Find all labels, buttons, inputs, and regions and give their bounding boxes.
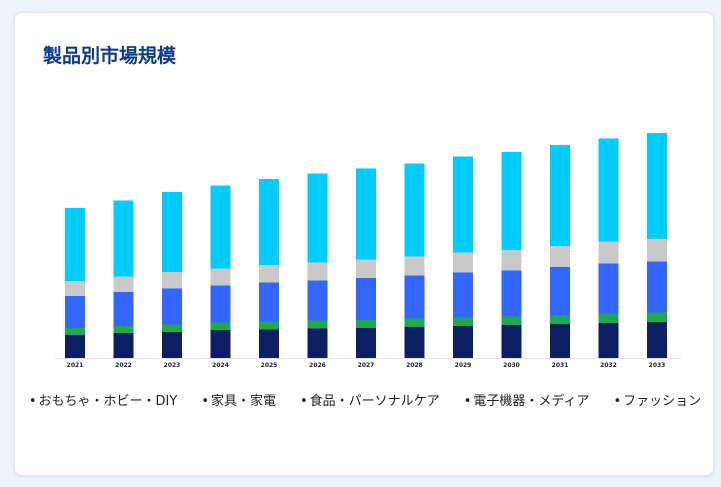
- bar-segment-2022-s2: [113, 292, 134, 326]
- x-tick-label: 2028: [406, 362, 423, 369]
- bar-segment-2029-s3: [453, 252, 473, 273]
- bar-segment-2032-s1: [598, 313, 619, 323]
- x-tick-label: 2032: [600, 362, 617, 369]
- chart-card: 製品別市場規模 2021 2022 2023 2024 2025 2026 2027 2028…: [14, 12, 714, 476]
- x-tick-label: 2026: [309, 362, 326, 369]
- bar-segment-2026-s1: [307, 320, 328, 329]
- bar-segment-2030-s1: [501, 316, 522, 325]
- chart-legend: • おもちゃ・ホビー・DIY • 家具・家電 • 食品・パーソナルケア • 電子機器・メディア…: [15, 393, 715, 423]
- x-tick-labels: 2021 2022 2023 2024 2025 2026 2027 2028 2029 2030…: [67, 362, 666, 369]
- stacked-bar-chart: 2021 2022 2023 2024 2025 2026 2027 2028 2029 2030…: [55, 133, 681, 369]
- bar-segment-2023-s1: [162, 324, 182, 332]
- bar-segment-2030-s4: [501, 152, 522, 250]
- bar-segment-2028-s2: [404, 275, 425, 319]
- bar-segment-2033-s4: [647, 133, 667, 239]
- bar-segment-2027-s4: [356, 168, 376, 260]
- bar-segment-2026-s2: [307, 280, 328, 321]
- bar-segment-2025-s4: [259, 179, 279, 265]
- bar-segment-2025-s0: [259, 329, 279, 358]
- bar-segment-2023-s0: [162, 332, 182, 358]
- bar-segment-2025-s3: [259, 265, 279, 283]
- bar-segment-2021-s2: [65, 296, 85, 328]
- legend-item: • ファッション: [613, 393, 701, 411]
- bar-segment-2023-s2: [162, 288, 182, 325]
- bar-segment-2028-s0: [404, 327, 425, 358]
- legend-bullet-icon: •: [463, 394, 472, 409]
- bar-segment-2031-s3: [550, 246, 570, 267]
- bar-segment-2028-s3: [404, 256, 425, 276]
- bar-segment-2029-s2: [453, 272, 473, 318]
- legend-bullet-icon: •: [613, 394, 622, 409]
- bar-segment-2033-s1: [647, 312, 667, 322]
- bar-segment-2030-s3: [501, 250, 522, 271]
- bar-segment-2029-s1: [453, 317, 473, 326]
- bar-segment-2022-s0: [113, 333, 134, 358]
- bars-group: [65, 133, 667, 358]
- bar-segment-2030-s2: [501, 270, 522, 317]
- legend-label: 食品・パーソナルケア: [309, 394, 440, 409]
- bar-segment-2032-s4: [598, 138, 619, 242]
- x-tick-label: 2029: [455, 362, 472, 369]
- legend-item: • 電子機器・メディア: [464, 393, 590, 411]
- x-tick-label: 2025: [261, 362, 278, 369]
- bar-segment-2029-s0: [453, 326, 473, 358]
- bar-segment-2022-s4: [113, 200, 134, 277]
- legend-label: 家具・家電: [210, 394, 276, 409]
- bar-segment-2024-s4: [210, 185, 231, 269]
- legend-label: 電子機器・メディア: [473, 394, 590, 409]
- x-tick-label: 2031: [552, 362, 569, 369]
- x-tick-label: 2023: [164, 362, 181, 369]
- x-tick-label: 2030: [503, 362, 520, 369]
- legend-bullet-icon: •: [201, 394, 209, 409]
- bar-segment-2022-s3: [113, 276, 134, 292]
- bar-segment-2029-s4: [453, 156, 473, 253]
- legend-label: ファッション: [623, 394, 702, 409]
- bar-segment-2024-s0: [210, 330, 231, 358]
- bar-segment-2032-s2: [598, 263, 619, 314]
- bar-segment-2021-s1: [65, 328, 85, 335]
- legend-bullet-icon: •: [28, 394, 37, 409]
- bar-segment-2023-s4: [162, 192, 182, 272]
- bar-segment-2023-s3: [162, 272, 182, 289]
- x-tick-label: 2027: [358, 362, 375, 369]
- bar-segment-2033-s3: [647, 239, 667, 262]
- bar-segment-2031-s4: [550, 145, 570, 246]
- legend-bullet-icon: •: [300, 394, 308, 409]
- bar-segment-2021-s4: [65, 208, 85, 281]
- legend-item: • おもちゃ・ホビー・DIY: [29, 393, 177, 411]
- bar-segment-2031-s1: [550, 315, 570, 324]
- legend-item: • 家具・家電: [201, 393, 276, 411]
- bar-segment-2033-s0: [647, 322, 667, 358]
- bar-segment-2026-s0: [307, 328, 328, 358]
- legend-item: • 食品・パーソナルケア: [300, 393, 440, 411]
- x-tick-label: 2021: [67, 362, 84, 369]
- bar-segment-2027-s3: [356, 259, 376, 278]
- bar-segment-2022-s1: [113, 326, 134, 333]
- bar-segment-2033-s2: [647, 261, 667, 313]
- bar-segment-2027-s2: [356, 278, 376, 320]
- legend-label: おもちゃ・ホビー・DIY: [38, 394, 178, 409]
- bar-segment-2032-s3: [598, 241, 619, 264]
- bar-segment-2027-s1: [356, 320, 376, 328]
- bar-segment-2027-s0: [356, 328, 376, 358]
- bar-segment-2028-s4: [404, 163, 425, 257]
- bar-segment-2024-s1: [210, 322, 231, 330]
- x-tick-label: 2024: [212, 362, 229, 369]
- x-tick-label: 2022: [115, 362, 132, 369]
- bar-segment-2028-s1: [404, 318, 425, 327]
- bar-segment-2032-s0: [598, 323, 619, 358]
- x-tick-label: 2033: [649, 362, 666, 369]
- bar-segment-2025-s2: [259, 282, 279, 322]
- bar-segment-2021-s0: [65, 335, 85, 358]
- bar-segment-2031-s0: [550, 324, 570, 358]
- bar-segment-2030-s0: [501, 325, 522, 358]
- bar-segment-2026-s4: [307, 173, 328, 263]
- bar-segment-2025-s1: [259, 321, 279, 330]
- bar-segment-2024-s2: [210, 285, 231, 323]
- bar-segment-2031-s2: [550, 267, 570, 315]
- bar-segment-2024-s3: [210, 268, 231, 286]
- bar-segment-2021-s3: [65, 281, 85, 296]
- chart-title: 製品別市場規模: [43, 45, 177, 67]
- bar-segment-2026-s3: [307, 262, 328, 281]
